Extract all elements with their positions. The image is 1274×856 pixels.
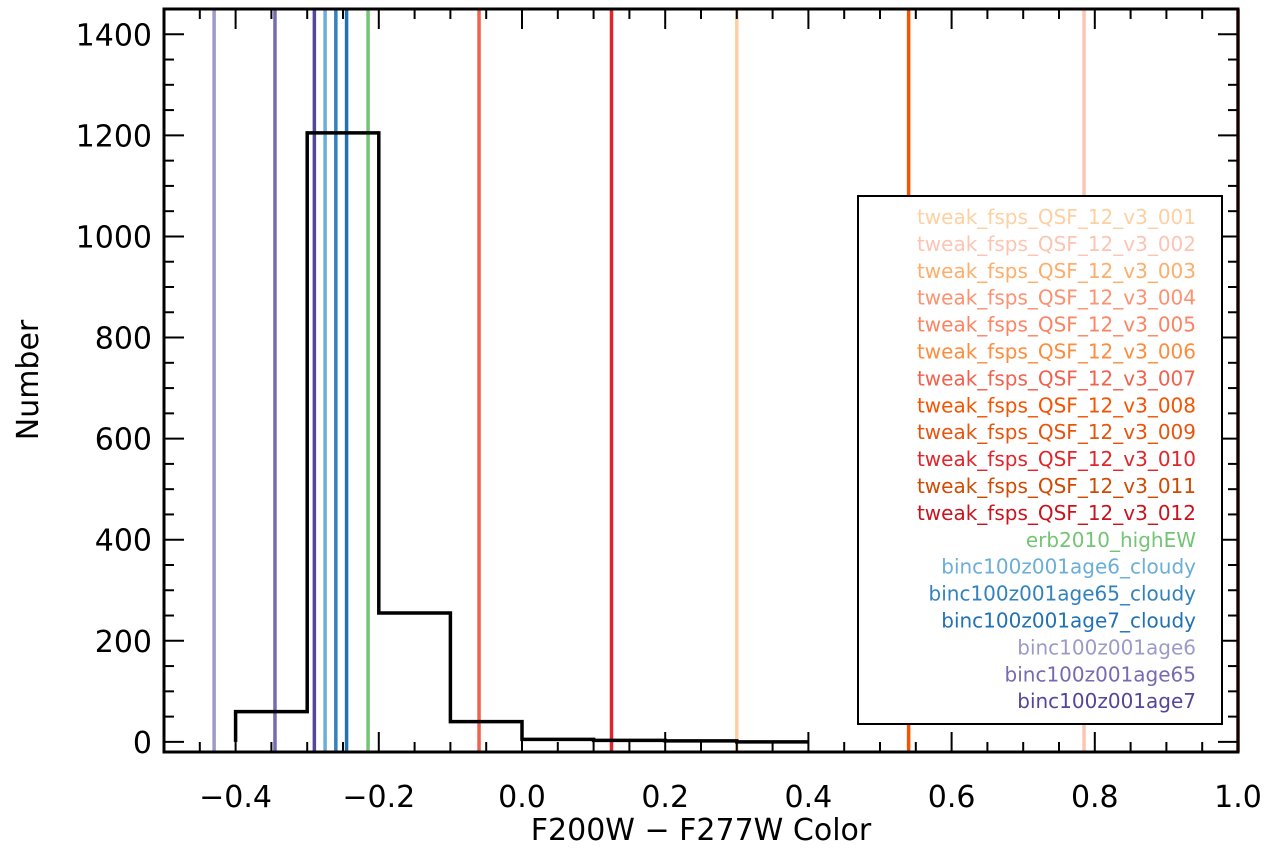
- x-tick-label: −0.4: [199, 780, 272, 815]
- y-tick-label: 1200: [76, 119, 152, 154]
- x-tick-label: 0.2: [641, 780, 689, 815]
- legend-entry: binc100z001age7: [1017, 689, 1196, 713]
- legend-entry: tweak_fsps_QSF_12_v3_008: [917, 393, 1196, 417]
- x-tick-label: 1.0: [1214, 780, 1262, 815]
- legend-entry: tweak_fsps_QSF_12_v3_010: [917, 447, 1196, 471]
- y-tick-label: 800: [95, 322, 152, 357]
- legend-entry: tweak_fsps_QSF_12_v3_002: [917, 232, 1196, 256]
- y-tick-label: 600: [95, 423, 152, 458]
- legend-entry: erb2010_highEW: [1026, 528, 1196, 552]
- legend-entry: tweak_fsps_QSF_12_v3_003: [917, 259, 1196, 283]
- tick-labels: −0.4 −0.2 0.0 0.2 0.4 0.6 0.8 1.0 0 200 400 600 800 1…: [76, 18, 1262, 815]
- histogram-step-line: [233, 131, 809, 744]
- legend-entry: tweak_fsps_QSF_12_v3_007: [917, 366, 1196, 390]
- legend-entry: tweak_fsps_QSF_12_v3_011: [917, 474, 1196, 498]
- legend-entry: binc100z001age7_cloudy: [941, 609, 1196, 633]
- y-tick-label: 0: [133, 726, 152, 761]
- legend-box: [857, 195, 1223, 725]
- plot-frame: [162, 7, 1240, 754]
- legend-entry: tweak_fsps_QSF_12_v3_009: [917, 420, 1196, 444]
- legend-entry: tweak_fsps_QSF_12_v3_001: [917, 205, 1196, 229]
- x-axis-title: F200W − F277W Color: [531, 813, 872, 848]
- legend-entry: binc100z001age6_cloudy: [941, 555, 1196, 579]
- legend-entry: tweak_fsps_QSF_12_v3_012: [917, 501, 1196, 525]
- x-tick-label: 0.0: [498, 780, 546, 815]
- y-axis-title: Number: [11, 319, 46, 440]
- x-tick-label: −0.2: [342, 780, 415, 815]
- y-tick-label: 400: [95, 524, 152, 559]
- x-tick-label: 0.8: [1071, 780, 1119, 815]
- y-tick-label: 1000: [76, 220, 152, 255]
- legend-entry: tweak_fsps_QSF_12_v3_006: [917, 340, 1196, 364]
- legend-entry: tweak_fsps_QSF_12_v3_005: [917, 313, 1196, 337]
- x-tick-label: 0.4: [785, 780, 833, 815]
- legend-entry: binc100z001age65: [1005, 662, 1196, 686]
- legend-entry: binc100z001age65_cloudy: [929, 582, 1197, 606]
- legend: tweak_fsps_QSF_12_v3_001 tweak_fsps_QSF_1…: [857, 195, 1223, 725]
- y-tick-label: 200: [95, 625, 152, 660]
- legend-entry: binc100z001age6: [1017, 635, 1196, 659]
- y-tick-label: 1400: [76, 18, 152, 53]
- x-tick-label: 0.6: [928, 780, 976, 815]
- legend-entry: tweak_fsps_QSF_12_v3_004: [917, 286, 1196, 310]
